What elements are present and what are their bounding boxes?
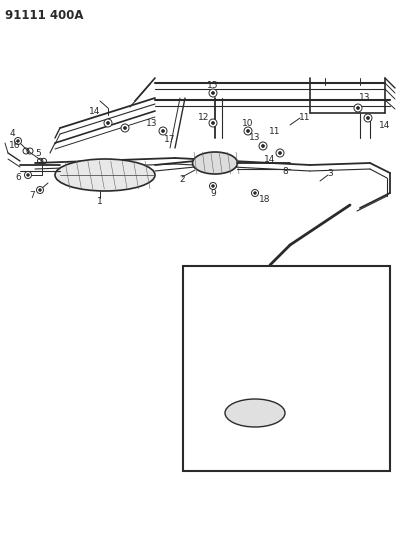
Ellipse shape (225, 399, 285, 427)
Circle shape (294, 341, 302, 349)
Text: 12: 12 (198, 112, 210, 122)
Circle shape (364, 114, 372, 122)
Circle shape (297, 343, 299, 346)
Circle shape (244, 127, 252, 135)
Circle shape (27, 174, 29, 176)
Text: 6: 6 (15, 174, 21, 182)
Text: 13: 13 (266, 324, 278, 333)
Text: 17: 17 (164, 135, 176, 144)
Circle shape (259, 344, 261, 346)
Text: 11: 11 (269, 126, 281, 135)
Circle shape (37, 187, 44, 193)
Circle shape (212, 184, 214, 187)
Text: 11: 11 (314, 397, 326, 406)
Text: 9: 9 (210, 189, 216, 198)
Circle shape (123, 126, 127, 130)
Circle shape (121, 124, 129, 132)
Text: 3: 3 (327, 168, 333, 177)
Circle shape (306, 351, 314, 359)
Circle shape (209, 89, 217, 97)
Circle shape (252, 190, 258, 197)
Text: 10: 10 (242, 118, 254, 127)
Circle shape (278, 151, 281, 155)
Circle shape (283, 409, 289, 416)
Text: 4: 4 (9, 128, 15, 138)
Text: 11: 11 (312, 324, 324, 333)
Circle shape (254, 192, 256, 195)
Text: 18: 18 (259, 196, 271, 205)
Text: 13: 13 (359, 93, 371, 102)
Circle shape (104, 119, 112, 127)
Circle shape (285, 411, 287, 414)
Circle shape (17, 140, 19, 142)
Circle shape (262, 144, 264, 148)
Circle shape (209, 119, 217, 127)
Circle shape (210, 182, 216, 190)
Circle shape (256, 342, 264, 349)
Circle shape (309, 354, 311, 357)
Circle shape (39, 189, 41, 191)
Circle shape (354, 104, 362, 112)
Circle shape (276, 149, 284, 157)
Circle shape (357, 107, 360, 109)
Circle shape (15, 138, 21, 144)
Circle shape (247, 130, 250, 133)
Ellipse shape (193, 152, 237, 174)
Circle shape (259, 142, 267, 150)
Circle shape (212, 122, 214, 125)
Text: 4: 4 (192, 400, 198, 409)
Circle shape (159, 127, 167, 135)
Text: 2: 2 (179, 175, 185, 184)
Circle shape (280, 335, 283, 338)
Text: 14: 14 (314, 357, 326, 366)
Ellipse shape (55, 159, 155, 191)
Text: 5: 5 (35, 149, 41, 157)
Text: 91111 400A: 91111 400A (5, 9, 83, 22)
Circle shape (278, 333, 286, 341)
Text: 15: 15 (207, 80, 219, 90)
Text: 16: 16 (9, 141, 21, 149)
Text: 3: 3 (237, 389, 243, 398)
Bar (183, 266, 390, 471)
Text: 13: 13 (249, 133, 261, 142)
Circle shape (212, 92, 214, 94)
Circle shape (162, 130, 164, 133)
Text: 14: 14 (264, 156, 276, 165)
Text: 14: 14 (89, 107, 101, 116)
Circle shape (366, 117, 370, 119)
Text: 8: 8 (282, 166, 288, 175)
Circle shape (25, 172, 31, 179)
Text: 7: 7 (29, 191, 35, 200)
Circle shape (106, 122, 110, 125)
Text: 14: 14 (379, 120, 391, 130)
Text: 1: 1 (97, 197, 103, 206)
Text: 11: 11 (299, 114, 311, 123)
Text: 13: 13 (146, 118, 158, 127)
Text: 14: 14 (242, 346, 254, 356)
